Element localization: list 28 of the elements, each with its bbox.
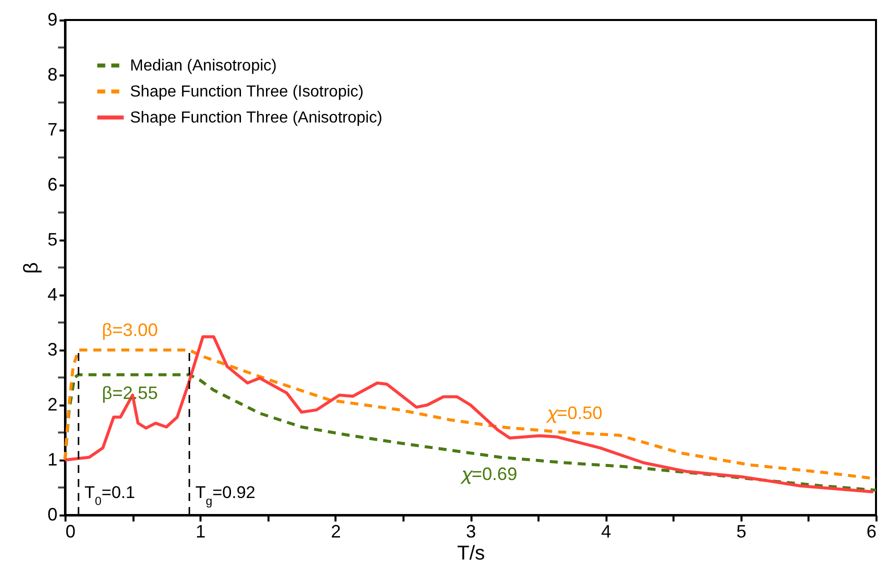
legend-label: Shape Function Three (Anisotropic) <box>130 110 382 126</box>
legend-label: Shape Function Three (Isotropic) <box>130 84 364 100</box>
x-tick-label: 6 <box>866 522 876 542</box>
x-tick-label: 2 <box>330 522 341 542</box>
ref-line-label: T$_{g}$=0.92 <box>195 483 256 508</box>
x-tick-label: 4 <box>601 522 612 542</box>
y-tick-label: 1 <box>47 450 58 470</box>
y-tick-label: 7 <box>47 120 58 140</box>
legend-label: Median (Anisotropic) <box>130 58 277 74</box>
y-tick-label: 6 <box>47 174 58 194</box>
x-axis-title: T/s <box>457 542 485 564</box>
y-tick-label: 9 <box>47 10 58 30</box>
y-axis-title: β <box>20 262 42 274</box>
x-tick-label: 1 <box>196 522 206 542</box>
y-tick-label: 0 <box>47 504 58 524</box>
y-tick-label: 2 <box>47 394 58 414</box>
x-tick-label: 0 <box>66 522 76 542</box>
annotation: 𝜒=0.69 <box>460 464 518 484</box>
x-tick-label: 5 <box>736 522 746 542</box>
y-tick-label: 5 <box>47 230 58 250</box>
y-tick-label: 3 <box>47 340 58 360</box>
annotation: 𝜒=0.50 <box>544 403 602 424</box>
ref-line-label: T$_{0}$=0.1 <box>84 483 136 508</box>
y-tick-label: 8 <box>47 64 58 84</box>
x-tick-label: 3 <box>466 522 476 542</box>
annotation: β=3.00 <box>102 320 158 340</box>
annotation: β=2.55 <box>102 382 158 403</box>
y-tick-label: 4 <box>47 284 58 304</box>
